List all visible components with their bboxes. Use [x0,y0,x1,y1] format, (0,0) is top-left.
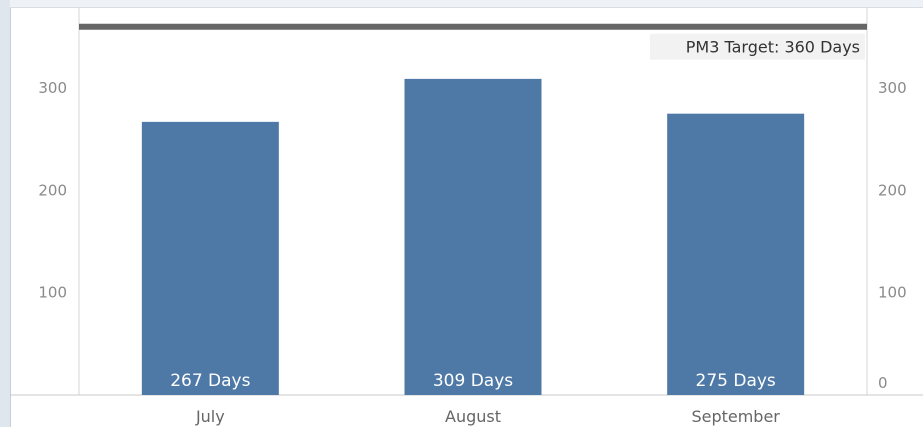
left-y-tick-label: 300 [38,79,67,97]
left-y-axis: 100 200 300 [38,79,67,302]
data-label: 275 Days [696,371,776,391]
bar-august[interactable] [404,78,542,395]
bar-july[interactable] [141,121,279,395]
category-label: August [445,407,501,426]
right-y-tick-label: 300 [878,79,907,97]
data-label: 267 Days [170,371,250,391]
left-panel-edge [0,0,11,427]
reference-label: PM3 Target: 360 Days [686,38,860,57]
right-y-tick-label: 100 [878,284,907,302]
data-label: 309 Days [433,371,513,391]
top-panel-edge [10,0,923,8]
left-y-tick-label: 200 [38,181,67,199]
right-y-tick-label: 200 [878,181,907,199]
right-y-axis: 0 100 200 300 [878,79,907,392]
bars-group: 267 Days 309 Days 275 Days [141,78,805,396]
reference-label-background [650,33,865,60]
left-y-tick-label: 100 [38,284,67,302]
bar-september[interactable] [667,113,805,396]
category-label: July [195,407,225,426]
right-y-tick-label: 0 [878,374,888,392]
category-label: September [691,407,780,426]
category-axis: July August September [195,407,780,426]
